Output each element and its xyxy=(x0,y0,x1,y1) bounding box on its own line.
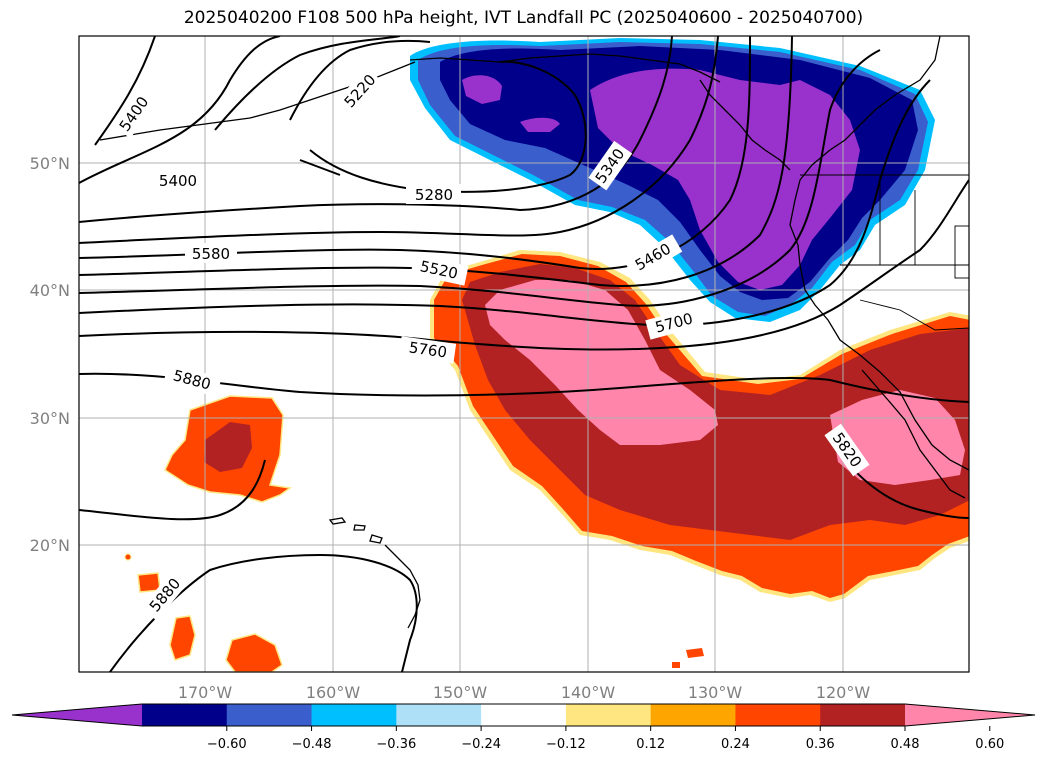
colorbar-tick-label: 0.36 xyxy=(806,737,835,752)
colorbar-tick-label: −0.12 xyxy=(546,737,586,752)
colorbar-segment xyxy=(565,704,652,726)
map-panel xyxy=(79,36,969,672)
latitude-labels: 50°N 40°N 30°N 20°N xyxy=(30,154,70,555)
colorbar-tick-label: 0.24 xyxy=(721,737,750,752)
lat-label: 50°N xyxy=(30,154,70,173)
pos-isolated-dot xyxy=(124,553,132,561)
contour-label: 5400 xyxy=(159,172,197,190)
colorbar-extend-max xyxy=(905,704,1035,726)
height-contours xyxy=(79,36,969,672)
neg-strong-west xyxy=(462,75,502,104)
neg-strong-east xyxy=(590,68,860,290)
colorbar-segment xyxy=(735,704,821,726)
pos-isolated-orange-6 xyxy=(672,662,680,668)
neg-strong-small xyxy=(520,117,560,132)
colorbar-segment xyxy=(142,704,228,726)
colorbar-tick-label: 0.48 xyxy=(891,737,920,752)
political-borders xyxy=(800,174,969,331)
colorbar-segment xyxy=(311,704,397,726)
colorbar-tick-label: 0.12 xyxy=(636,737,665,752)
colorbar-segment xyxy=(650,704,736,726)
pos-isolated-orange-4 xyxy=(137,572,161,593)
colorbar-segment xyxy=(396,704,482,726)
pos-isolated-orange-5 xyxy=(686,648,704,658)
colorbar-tick-label: −0.36 xyxy=(376,737,416,752)
lat-label: 20°N xyxy=(30,536,70,555)
lat-label: 30°N xyxy=(30,409,70,428)
colorbar-tick-label: 0.60 xyxy=(975,737,1004,752)
lon-label: 160°W xyxy=(306,683,361,702)
colorbar-tick-label: −0.48 xyxy=(292,737,332,752)
lon-label: 150°W xyxy=(433,683,488,702)
colorbar-segment xyxy=(481,704,567,726)
lon-label: 140°W xyxy=(561,683,616,702)
lat-label: 40°N xyxy=(30,281,70,300)
colorbar: −0.60 −0.48 −0.36 −0.24 −0.12 0.12 0.24 0.36 0.4… xyxy=(11,703,1036,752)
lon-label: 120°W xyxy=(816,683,871,702)
lon-label: 130°W xyxy=(688,683,743,702)
pos-isolated-red-1 xyxy=(204,422,252,472)
pos-isolated-orange-2 xyxy=(225,633,283,672)
contour-label-bg xyxy=(112,67,870,621)
colorbar-segment xyxy=(226,704,313,726)
colorbar-extend-min xyxy=(12,704,142,726)
pos-isolated-orange-3 xyxy=(169,615,196,661)
colorbar-tick-label: −0.24 xyxy=(461,737,501,752)
lon-label: 170°W xyxy=(178,683,233,702)
colorbar-segment xyxy=(820,704,906,726)
map-title: 2025040200 F108 500 hPa height, IVT Land… xyxy=(183,8,864,28)
contour-label: 5280 xyxy=(415,186,453,204)
map-frame xyxy=(78,35,970,673)
gridlines xyxy=(79,36,969,672)
colorbar-tick-label: −0.60 xyxy=(207,737,247,752)
longitude-labels: 170°W 160°W 150°W 140°W 130°W 120°W xyxy=(178,683,871,702)
contour-label: 5580 xyxy=(192,245,230,263)
pos-pink-main xyxy=(485,280,718,445)
contour-label: 5760 xyxy=(408,338,448,361)
colorbar-outline xyxy=(11,703,1036,727)
